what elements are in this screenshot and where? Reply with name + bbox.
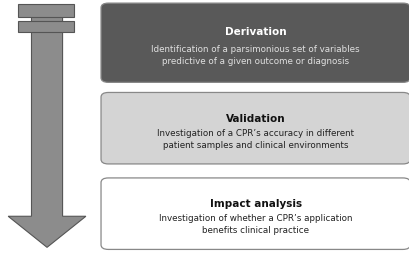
Text: Investigation of a CPR’s accuracy in different
patient samples and clinical envi: Investigation of a CPR’s accuracy in dif… — [157, 129, 354, 150]
Text: Validation: Validation — [226, 114, 285, 124]
Text: Impact analysis: Impact analysis — [209, 199, 302, 209]
FancyBboxPatch shape — [18, 4, 74, 17]
FancyBboxPatch shape — [18, 21, 74, 32]
Text: Derivation: Derivation — [225, 27, 286, 37]
FancyBboxPatch shape — [101, 3, 409, 82]
FancyBboxPatch shape — [101, 178, 409, 249]
Polygon shape — [8, 8, 86, 247]
Text: Identification of a parsimonious set of variables
predictive of a given outcome : Identification of a parsimonious set of … — [151, 45, 360, 66]
Text: Investigation of whether a CPR’s application
benefits clinical practice: Investigation of whether a CPR’s applica… — [159, 214, 353, 235]
FancyBboxPatch shape — [101, 92, 409, 164]
